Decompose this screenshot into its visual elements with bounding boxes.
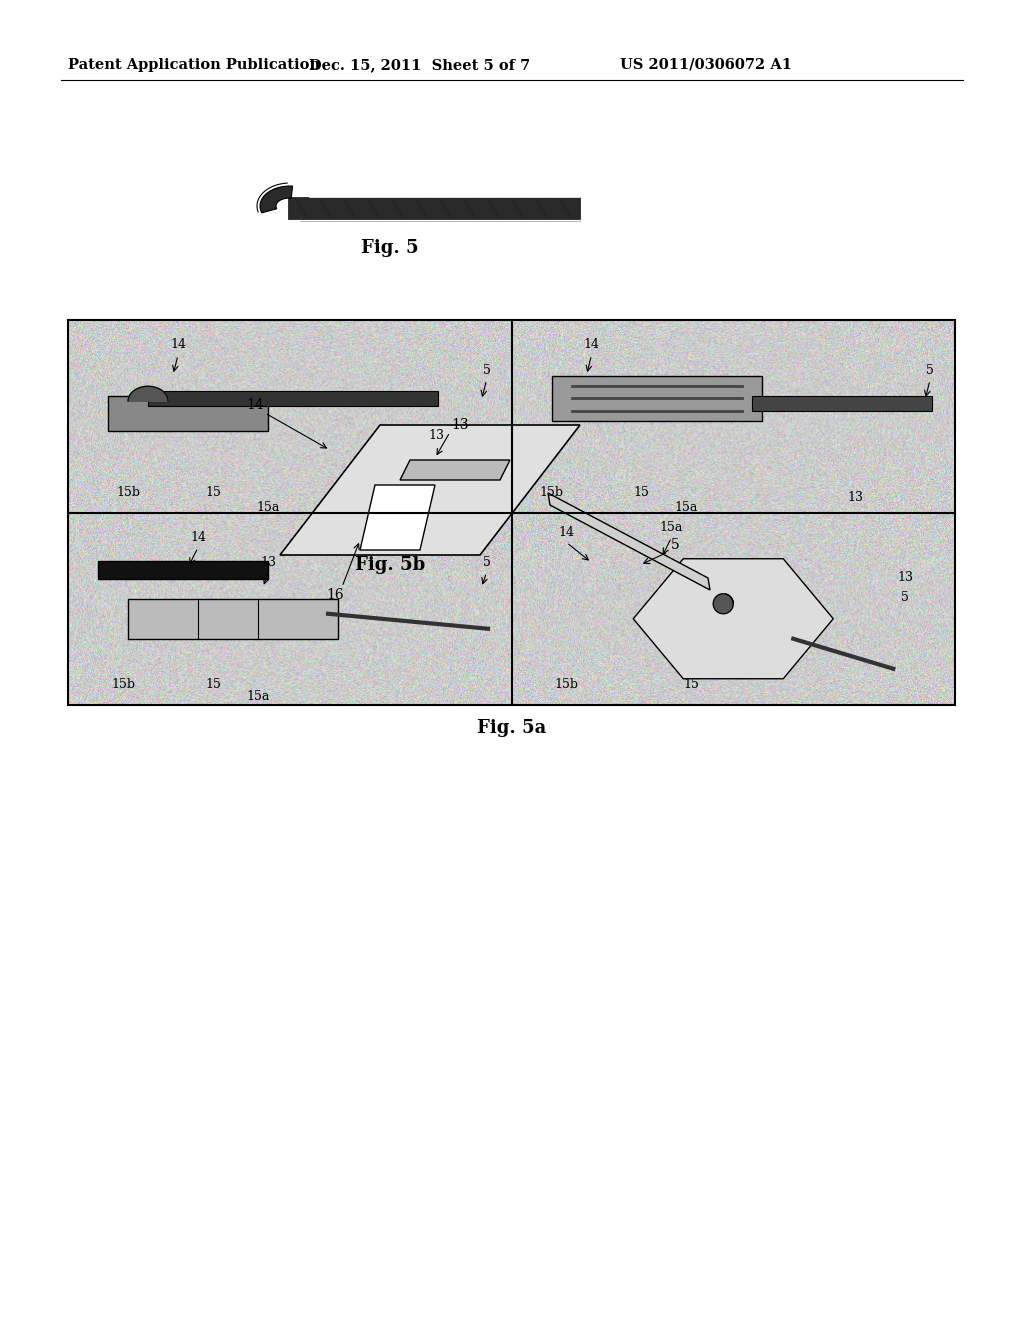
- Text: Dec. 15, 2011  Sheet 5 of 7: Dec. 15, 2011 Sheet 5 of 7: [309, 58, 530, 73]
- Text: Patent Application Publication: Patent Application Publication: [68, 58, 319, 73]
- Text: 14: 14: [190, 531, 206, 544]
- Text: Fig. 5b: Fig. 5b: [355, 556, 425, 574]
- Text: 14: 14: [246, 399, 264, 412]
- Text: 15b: 15b: [540, 486, 563, 499]
- Text: 15a: 15a: [659, 521, 683, 535]
- Polygon shape: [98, 561, 268, 578]
- Polygon shape: [360, 484, 435, 550]
- Polygon shape: [714, 594, 733, 614]
- Text: 15: 15: [684, 678, 699, 692]
- Text: 5: 5: [671, 539, 679, 552]
- Polygon shape: [280, 425, 580, 554]
- Polygon shape: [400, 459, 510, 480]
- Text: 15: 15: [205, 678, 221, 692]
- Text: US 2011/0306072 A1: US 2011/0306072 A1: [620, 58, 792, 73]
- Text: 5: 5: [926, 363, 934, 376]
- Text: 13: 13: [847, 491, 863, 504]
- Text: 15b: 15b: [111, 678, 135, 692]
- Polygon shape: [128, 387, 168, 401]
- Text: 14: 14: [558, 525, 574, 539]
- Text: 5: 5: [901, 591, 909, 605]
- Text: 15a: 15a: [247, 690, 269, 704]
- Text: 5: 5: [482, 363, 490, 376]
- Text: 16: 16: [327, 587, 344, 602]
- Polygon shape: [260, 186, 293, 213]
- Text: Fig. 5a: Fig. 5a: [477, 719, 547, 737]
- Polygon shape: [752, 396, 932, 412]
- Polygon shape: [128, 599, 338, 639]
- Text: 14: 14: [170, 338, 186, 351]
- Text: 15a: 15a: [256, 502, 280, 513]
- Polygon shape: [548, 492, 710, 590]
- Polygon shape: [108, 396, 268, 432]
- Polygon shape: [148, 391, 438, 407]
- Bar: [288, 197, 580, 219]
- Text: 15: 15: [634, 486, 649, 499]
- Text: 14: 14: [584, 338, 599, 351]
- Text: 13: 13: [428, 429, 444, 442]
- Text: 15: 15: [205, 486, 221, 499]
- Text: 15a: 15a: [675, 502, 698, 513]
- Polygon shape: [552, 376, 762, 421]
- Text: 15b: 15b: [116, 486, 140, 499]
- Polygon shape: [633, 558, 834, 678]
- Text: Fig. 5: Fig. 5: [361, 239, 419, 257]
- Text: 15b: 15b: [555, 678, 579, 692]
- Text: 5: 5: [482, 556, 490, 569]
- Text: 13: 13: [260, 556, 276, 569]
- Text: 13: 13: [452, 418, 469, 432]
- Bar: [68, 319, 955, 705]
- Text: 13: 13: [897, 572, 913, 583]
